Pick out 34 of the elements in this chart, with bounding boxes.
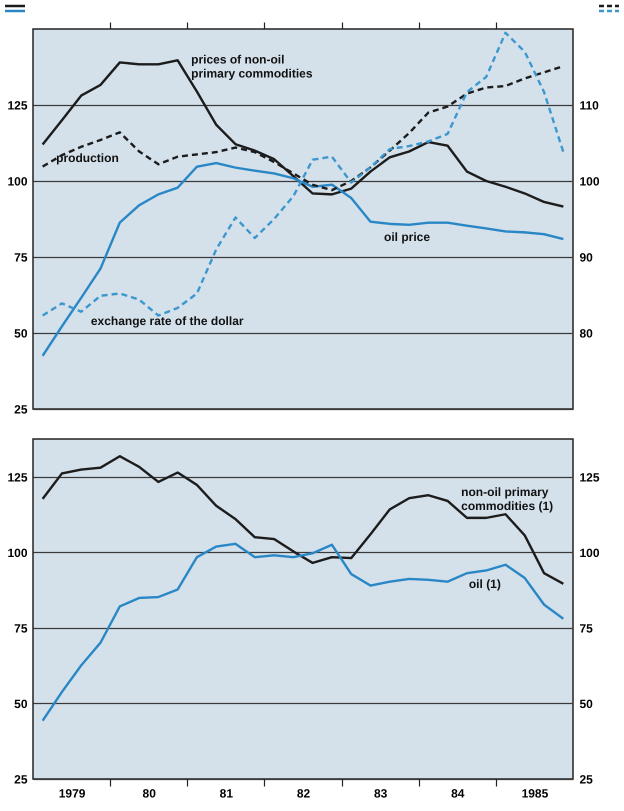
y-tick-label: 125	[7, 98, 28, 112]
y2-tick-label: 90	[580, 250, 594, 264]
y-tick-label: 25	[14, 402, 28, 416]
y-tick-label: 100	[7, 174, 28, 188]
y2-tick-label: 110	[580, 98, 600, 112]
y2-tick-label: 125	[580, 470, 600, 484]
y2-tick-label: 80	[580, 326, 594, 340]
y-tick-label: 125	[7, 470, 28, 484]
series-label: prices of non-oil primary commodities	[191, 52, 313, 80]
y-tick-label: 25	[14, 772, 28, 786]
y2-tick-label: 100	[580, 174, 600, 188]
x-tick-label: 81	[220, 786, 234, 800]
series-label: oil price	[384, 230, 430, 244]
y-tick-label: 50	[14, 326, 28, 340]
x-tick-label: 82	[296, 786, 310, 800]
series-label: non-oil primary commodities (1)	[461, 484, 554, 513]
y2-tick-label: 25	[580, 772, 594, 786]
y2-tick-label: 100	[580, 546, 600, 560]
x-tick-label: 1979	[58, 786, 86, 800]
line-series	[41, 542, 565, 722]
y2-tick-label: 50	[580, 696, 594, 711]
x-tick-label: 84	[451, 786, 465, 800]
y-tick-label: 75	[14, 250, 28, 264]
y-tick-label: 100	[7, 546, 28, 560]
series-label: production	[56, 151, 119, 166]
y-tick-label: 50	[14, 696, 28, 711]
y2-tick-label: 75	[580, 621, 594, 636]
x-tick-label: 80	[142, 786, 156, 800]
line-series	[41, 32, 565, 317]
series-label: exchange rate of the dollar	[90, 314, 244, 328]
y-tick-label: 75	[14, 621, 28, 636]
x-tick-label: 83	[374, 786, 388, 800]
series-label: oil (1)	[468, 577, 501, 592]
x-tick-label: 1985	[522, 786, 549, 800]
